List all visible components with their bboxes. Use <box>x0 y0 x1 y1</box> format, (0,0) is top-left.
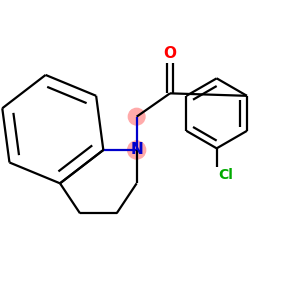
Circle shape <box>128 108 145 125</box>
Text: N: N <box>130 142 143 158</box>
Text: O: O <box>164 46 176 61</box>
Text: Cl: Cl <box>218 168 233 182</box>
Circle shape <box>128 141 146 159</box>
